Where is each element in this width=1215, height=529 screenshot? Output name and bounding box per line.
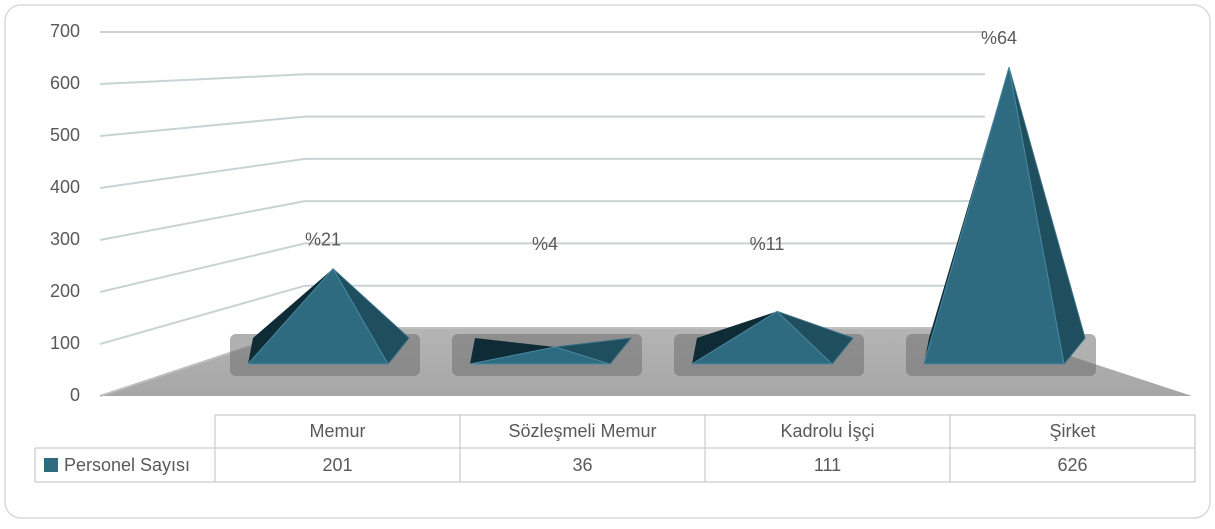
data-label: %11 [750, 234, 785, 254]
y-tick-label: 100 [50, 333, 80, 353]
category-label: Sözleşmeli Memur [508, 421, 656, 441]
table-value: 36 [572, 455, 592, 475]
category-label: Memur [309, 421, 365, 441]
grid-line [99, 242, 985, 293]
grid-line [99, 284, 985, 345]
grid-line [99, 200, 985, 241]
y-tick-label: 200 [50, 281, 80, 301]
table-value: 111 [814, 455, 841, 475]
grid-line [99, 73, 985, 85]
y-tick-label: 0 [70, 385, 80, 405]
data-label: %64 [981, 28, 1017, 48]
category-label: Kadrolu İşçi [780, 421, 874, 441]
y-tick-label: 700 [50, 21, 80, 41]
y-tick-label: 600 [50, 73, 80, 93]
y-tick-label: 500 [50, 125, 80, 145]
legend-swatch [44, 458, 58, 472]
pyramid-front-face [923, 66, 1065, 365]
y-tick-label: 300 [50, 229, 80, 249]
pyramid-front-face [246, 267, 389, 365]
table-value: 626 [1057, 455, 1087, 475]
grid-line [99, 157, 985, 189]
legend-label: Personel Sayısı [64, 455, 190, 475]
pyramid-back-face [470, 338, 555, 365]
grid-line [99, 115, 985, 137]
table-value: 201 [322, 455, 352, 475]
category-label: Şirket [1049, 421, 1095, 441]
data-label: %21 [305, 229, 341, 249]
y-tick-label: 400 [50, 177, 80, 197]
data-label: %4 [532, 234, 558, 254]
pyramid-front-face [690, 310, 834, 365]
pyramid-front-face [469, 346, 611, 365]
